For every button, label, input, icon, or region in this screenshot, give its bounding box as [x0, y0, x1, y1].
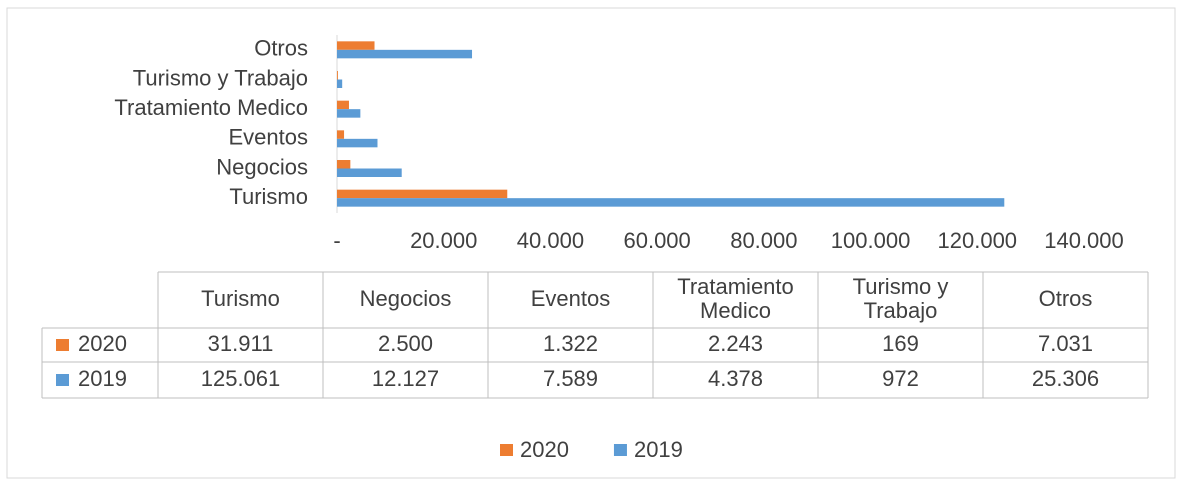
- x-tick-label: 140.000: [1044, 228, 1124, 253]
- x-tick-label: 40.000: [517, 228, 584, 253]
- x-tick-label: 120.000: [938, 228, 1018, 253]
- legend-swatch: [613, 444, 627, 456]
- bar: [337, 100, 349, 110]
- bar: [337, 198, 1005, 207]
- bar: [337, 49, 473, 59]
- legend-swatch: [500, 444, 513, 456]
- table-row-header: 2019: [78, 366, 127, 391]
- table-header-line: Turismo y: [853, 274, 949, 299]
- table-header: Turismo: [201, 286, 280, 311]
- table-cell: 7.031: [1038, 331, 1093, 356]
- x-tick-label: -: [333, 228, 340, 253]
- bar: [337, 79, 343, 88]
- table-header: Tratamiento Medico: [677, 274, 794, 323]
- x-tick-label: 80.000: [730, 228, 797, 253]
- x-tick-label: 20.000: [410, 228, 477, 253]
- bar: [337, 109, 361, 118]
- table-row-header: 2020: [78, 331, 127, 356]
- bar: [337, 189, 508, 199]
- table-cell: 125.061: [201, 366, 281, 391]
- legend-label: 2019: [634, 437, 683, 462]
- y-tick-label: Negocios: [216, 154, 308, 179]
- y-tick-label: Eventos: [229, 125, 309, 150]
- bar: [337, 71, 338, 80]
- legend-key: [56, 374, 69, 386]
- y-tick-label: Turismo: [229, 184, 308, 209]
- table-header: Negocios: [360, 286, 452, 311]
- table-cell: 12.127: [372, 366, 439, 391]
- x-tick-label: 60.000: [623, 228, 690, 253]
- legend-label: 2020: [520, 437, 569, 462]
- y-tick-label: Tratamiento Medico: [114, 95, 308, 120]
- y-tick-label: Otros: [254, 36, 308, 61]
- bar: [337, 130, 345, 139]
- table-cell: 25.306: [1032, 366, 1099, 391]
- bar: [337, 160, 351, 169]
- x-tick-label: 100.000: [831, 228, 911, 253]
- legend-key: [56, 339, 69, 351]
- table-cell: 31.911: [208, 331, 274, 356]
- table-cell: 4.378: [708, 366, 763, 391]
- chart-frame: [6, 7, 1176, 479]
- bar: [337, 138, 378, 148]
- table-cell: 1.322: [543, 331, 598, 356]
- bar: [337, 41, 375, 50]
- table-header: Eventos: [531, 286, 611, 311]
- table-header-line: Trabajo: [864, 298, 938, 323]
- table-header: Otros: [1039, 286, 1093, 311]
- table-cell: 972: [882, 366, 919, 391]
- bar: [337, 168, 402, 177]
- y-tick-label: Turismo y Trabajo: [133, 65, 308, 90]
- table-header: Turismo y Trabajo: [853, 274, 949, 323]
- table-header-line: Medico: [700, 298, 771, 323]
- table-cell: 2.500: [378, 331, 433, 356]
- table-cell: 169: [882, 331, 919, 356]
- table-cell: 7.589: [543, 366, 598, 391]
- table-header-line: Tratamiento: [677, 274, 794, 299]
- table-cell: 2.243: [708, 331, 763, 356]
